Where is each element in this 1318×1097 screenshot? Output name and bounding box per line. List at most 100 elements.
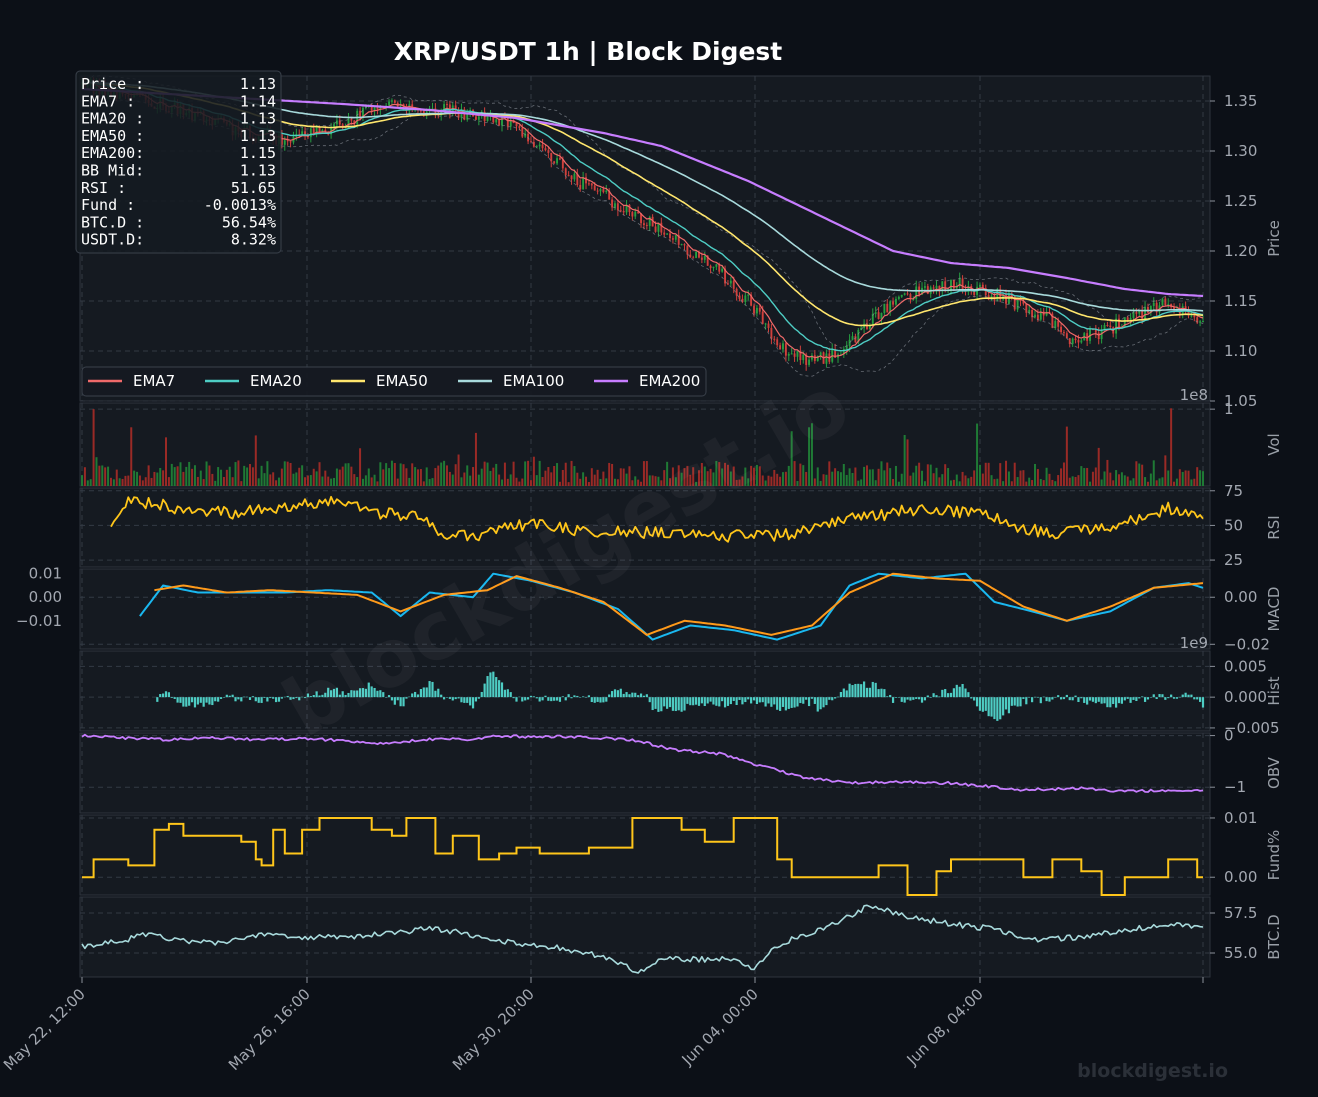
obv-ytick-label: 0 xyxy=(1224,727,1234,745)
volume-bar xyxy=(277,477,280,486)
volume-bar xyxy=(330,478,333,486)
hist-bar xyxy=(692,697,695,706)
candle-body xyxy=(923,286,926,288)
volume-bar xyxy=(474,432,477,486)
volume-bar xyxy=(1033,463,1036,486)
volume-bar xyxy=(83,467,86,486)
hist-ytick-label: −0.005 xyxy=(1224,719,1280,737)
volume-bar xyxy=(877,468,880,486)
hist-bar xyxy=(967,692,970,698)
hist-bar xyxy=(277,697,281,702)
candle-body xyxy=(648,216,651,226)
hist-bar xyxy=(561,696,564,698)
volume-bar xyxy=(802,465,805,486)
volume-bar xyxy=(1022,470,1025,486)
hist-bar xyxy=(773,697,776,705)
hist-bar xyxy=(616,690,619,698)
hist-bar xyxy=(750,697,753,704)
hist-bar xyxy=(350,690,353,698)
hist-bar xyxy=(996,697,999,721)
volume-bar xyxy=(1170,408,1173,486)
volume-bar xyxy=(819,480,822,486)
volume-bar xyxy=(191,468,194,486)
volume-bar xyxy=(764,480,767,486)
hist-bar xyxy=(608,694,611,698)
volume-bar xyxy=(949,480,952,486)
volume-bar xyxy=(425,467,428,486)
hist-bar xyxy=(732,697,735,701)
volume-bar xyxy=(837,471,840,486)
hist-bar xyxy=(538,697,541,702)
candle-body xyxy=(886,303,889,313)
hist-bar xyxy=(193,697,197,708)
macd-panel-frame xyxy=(79,568,1211,650)
hist-bar xyxy=(385,697,388,698)
hist-bar xyxy=(440,694,443,698)
volume-bar xyxy=(984,462,987,486)
candle-body xyxy=(341,124,344,127)
volume-bar xyxy=(663,470,666,486)
volume-bar xyxy=(347,463,350,486)
candle-body xyxy=(747,294,750,296)
volume-bar xyxy=(159,467,162,486)
info-value: 1.14 xyxy=(240,92,276,110)
candle-body xyxy=(628,204,631,213)
hist-bar xyxy=(961,683,964,698)
hist-bar xyxy=(1100,697,1103,704)
volume-bar xyxy=(981,473,984,486)
volume-bar xyxy=(283,461,286,486)
hist-bar xyxy=(463,697,466,703)
hist-bar xyxy=(712,697,715,705)
volume-bar xyxy=(121,478,124,486)
candle-body xyxy=(868,325,871,329)
hist-bar xyxy=(865,687,869,698)
hist-bar xyxy=(1181,694,1184,698)
hist-bar xyxy=(419,689,423,698)
btcd-ytick-label: 55.0 xyxy=(1224,944,1257,962)
hist-bar xyxy=(894,697,898,698)
volume-bar xyxy=(359,448,362,486)
volume-bar xyxy=(712,472,715,486)
volume-bar xyxy=(443,460,446,486)
candle-body xyxy=(1051,313,1054,328)
candle-body xyxy=(506,117,509,127)
volume-bar xyxy=(880,461,883,486)
volume-bar xyxy=(892,478,895,486)
volume-bar xyxy=(799,463,802,486)
volume-bar xyxy=(1187,470,1190,486)
volume-bar xyxy=(1123,475,1126,486)
hist-bar xyxy=(622,693,625,698)
hist-bar xyxy=(327,687,330,698)
volume-bar xyxy=(486,462,489,486)
hist-bar xyxy=(926,695,929,698)
volume-bar xyxy=(732,466,735,486)
hist-bar xyxy=(637,695,640,698)
hist-bar xyxy=(318,695,321,698)
volume-bar xyxy=(109,477,112,486)
hist-bar xyxy=(280,697,283,699)
volume-bar xyxy=(854,467,857,486)
candle-body xyxy=(973,291,976,295)
volume-bar xyxy=(758,466,761,486)
volume-bar xyxy=(602,471,605,486)
volume-bar xyxy=(408,477,411,486)
rsi-line xyxy=(110,495,1204,543)
hist-bar xyxy=(182,697,185,707)
volume-bar xyxy=(599,478,602,486)
hist-bar xyxy=(541,697,544,701)
candle-body xyxy=(593,185,596,191)
candle-body xyxy=(808,359,811,365)
hist-bar xyxy=(387,695,391,698)
volume-bar xyxy=(388,468,391,486)
volume-bar xyxy=(593,474,596,486)
candle-body xyxy=(706,255,709,266)
volume-bar xyxy=(538,460,541,486)
hist-bar xyxy=(1048,697,1051,702)
hist-bar xyxy=(842,688,845,698)
volume-bar xyxy=(185,466,188,486)
candle-body xyxy=(550,152,553,162)
volume-bar xyxy=(272,472,275,486)
candle-body xyxy=(1013,296,1016,310)
candle-body xyxy=(981,284,984,288)
hist-bar xyxy=(466,697,469,703)
